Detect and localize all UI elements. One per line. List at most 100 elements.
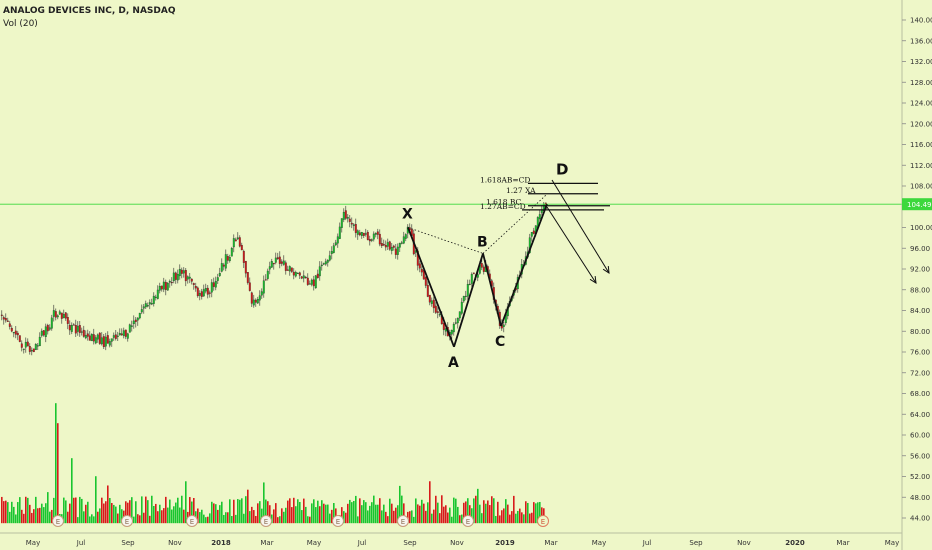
pattern-point-b: B bbox=[477, 234, 488, 250]
price-tick-label: 128.00 bbox=[910, 79, 932, 87]
candle-body bbox=[274, 257, 277, 263]
earnings-label: E bbox=[190, 518, 194, 526]
volume-bar bbox=[467, 498, 469, 524]
volume-bar bbox=[5, 500, 7, 524]
volume-bar bbox=[499, 515, 501, 524]
volume-bar bbox=[245, 496, 247, 524]
candle-body bbox=[432, 299, 435, 309]
harmonic-pattern: X A B C D 1.618AB=CD 1.27 XA 1.618 BC1.27AB=CD bbox=[402, 161, 610, 371]
volume-bar bbox=[231, 516, 233, 524]
volume-bar bbox=[345, 512, 347, 524]
earnings-circle bbox=[260, 515, 272, 527]
volume-bar bbox=[359, 498, 361, 524]
price-tick-label: 100.00 bbox=[910, 224, 932, 232]
volume-bar bbox=[513, 495, 515, 524]
volume-bar bbox=[29, 504, 31, 524]
volume-bar bbox=[297, 499, 299, 524]
candle-body bbox=[466, 284, 469, 297]
candle-body bbox=[378, 233, 381, 245]
volume-bar bbox=[369, 505, 371, 524]
volume-bar bbox=[403, 503, 405, 524]
candle-body bbox=[354, 224, 357, 233]
volume-bar bbox=[151, 495, 153, 524]
candle-body bbox=[194, 286, 197, 289]
candle-body bbox=[532, 230, 535, 234]
volume-bar bbox=[445, 505, 447, 524]
volume-bar bbox=[265, 499, 267, 524]
earnings-label: E bbox=[336, 518, 340, 526]
candle-body bbox=[456, 318, 459, 324]
volume-bar bbox=[331, 509, 333, 524]
candle-body bbox=[358, 232, 361, 236]
candle-body bbox=[458, 311, 461, 319]
candle-body bbox=[214, 281, 217, 288]
volume-bar bbox=[391, 503, 393, 524]
volume-bar bbox=[383, 504, 385, 524]
candle-body bbox=[240, 245, 243, 251]
projection-arrow bbox=[551, 179, 610, 274]
pattern-leg bbox=[500, 203, 548, 327]
pattern-point-a: A bbox=[448, 355, 459, 371]
volume-bar bbox=[145, 496, 147, 524]
candle-body bbox=[46, 324, 49, 332]
candle-body bbox=[86, 333, 89, 337]
candle-body bbox=[4, 318, 7, 321]
volume-bar bbox=[295, 506, 297, 524]
candle-body bbox=[252, 299, 255, 306]
volume-bar bbox=[409, 511, 411, 524]
volume-bar bbox=[23, 513, 25, 524]
candle-body bbox=[190, 278, 193, 282]
volume-bar bbox=[251, 506, 253, 524]
volume-bar bbox=[347, 503, 349, 524]
volume-bar bbox=[241, 498, 243, 524]
time-tick-label: Jul bbox=[76, 539, 86, 547]
candle-body bbox=[48, 327, 51, 330]
volume-bar bbox=[423, 503, 425, 524]
volume-bar bbox=[131, 497, 133, 524]
volume-bar bbox=[495, 515, 497, 524]
time-tick-label: Sep bbox=[689, 539, 703, 547]
candle-body bbox=[390, 247, 393, 251]
candle-body bbox=[66, 317, 69, 324]
volume-bar bbox=[421, 499, 423, 524]
volume-bar bbox=[375, 504, 377, 524]
candle-body bbox=[150, 303, 153, 305]
candle-body bbox=[44, 326, 47, 338]
candle-body bbox=[482, 266, 485, 272]
volume-bar bbox=[207, 516, 209, 524]
volume-bar bbox=[107, 485, 109, 524]
candle-body bbox=[476, 274, 479, 278]
candle-body bbox=[268, 266, 271, 270]
volume-bar bbox=[167, 507, 169, 524]
candle-body bbox=[426, 284, 429, 297]
candle-body bbox=[84, 335, 87, 339]
volume-bar bbox=[459, 515, 461, 524]
volume-bar bbox=[53, 497, 55, 524]
volume-bar bbox=[91, 514, 93, 524]
candle-body bbox=[242, 250, 245, 263]
candle-body bbox=[370, 239, 373, 241]
projection-arrow-head bbox=[589, 275, 597, 284]
candle-body bbox=[186, 276, 189, 280]
volume-bar bbox=[95, 476, 97, 524]
volume-bar bbox=[21, 509, 23, 524]
candle-body bbox=[130, 325, 133, 327]
volume-bar bbox=[487, 500, 489, 524]
volume-bar bbox=[57, 423, 59, 524]
candle-body bbox=[114, 334, 117, 339]
candle-body bbox=[258, 295, 261, 301]
candle-body bbox=[298, 272, 301, 276]
candle-body bbox=[246, 272, 249, 283]
volume-bar bbox=[45, 503, 47, 524]
volume-bar bbox=[181, 495, 183, 524]
candle-body bbox=[314, 275, 317, 289]
earnings-marker: E bbox=[397, 515, 409, 527]
volume-bar bbox=[191, 501, 193, 524]
candle-body bbox=[244, 260, 247, 274]
price-tick-label: 108.00 bbox=[910, 183, 932, 191]
volume-bar bbox=[3, 501, 5, 524]
volume-bar bbox=[99, 508, 101, 524]
candle-body bbox=[134, 319, 137, 322]
price-tick-label: 140.00 bbox=[910, 17, 932, 25]
